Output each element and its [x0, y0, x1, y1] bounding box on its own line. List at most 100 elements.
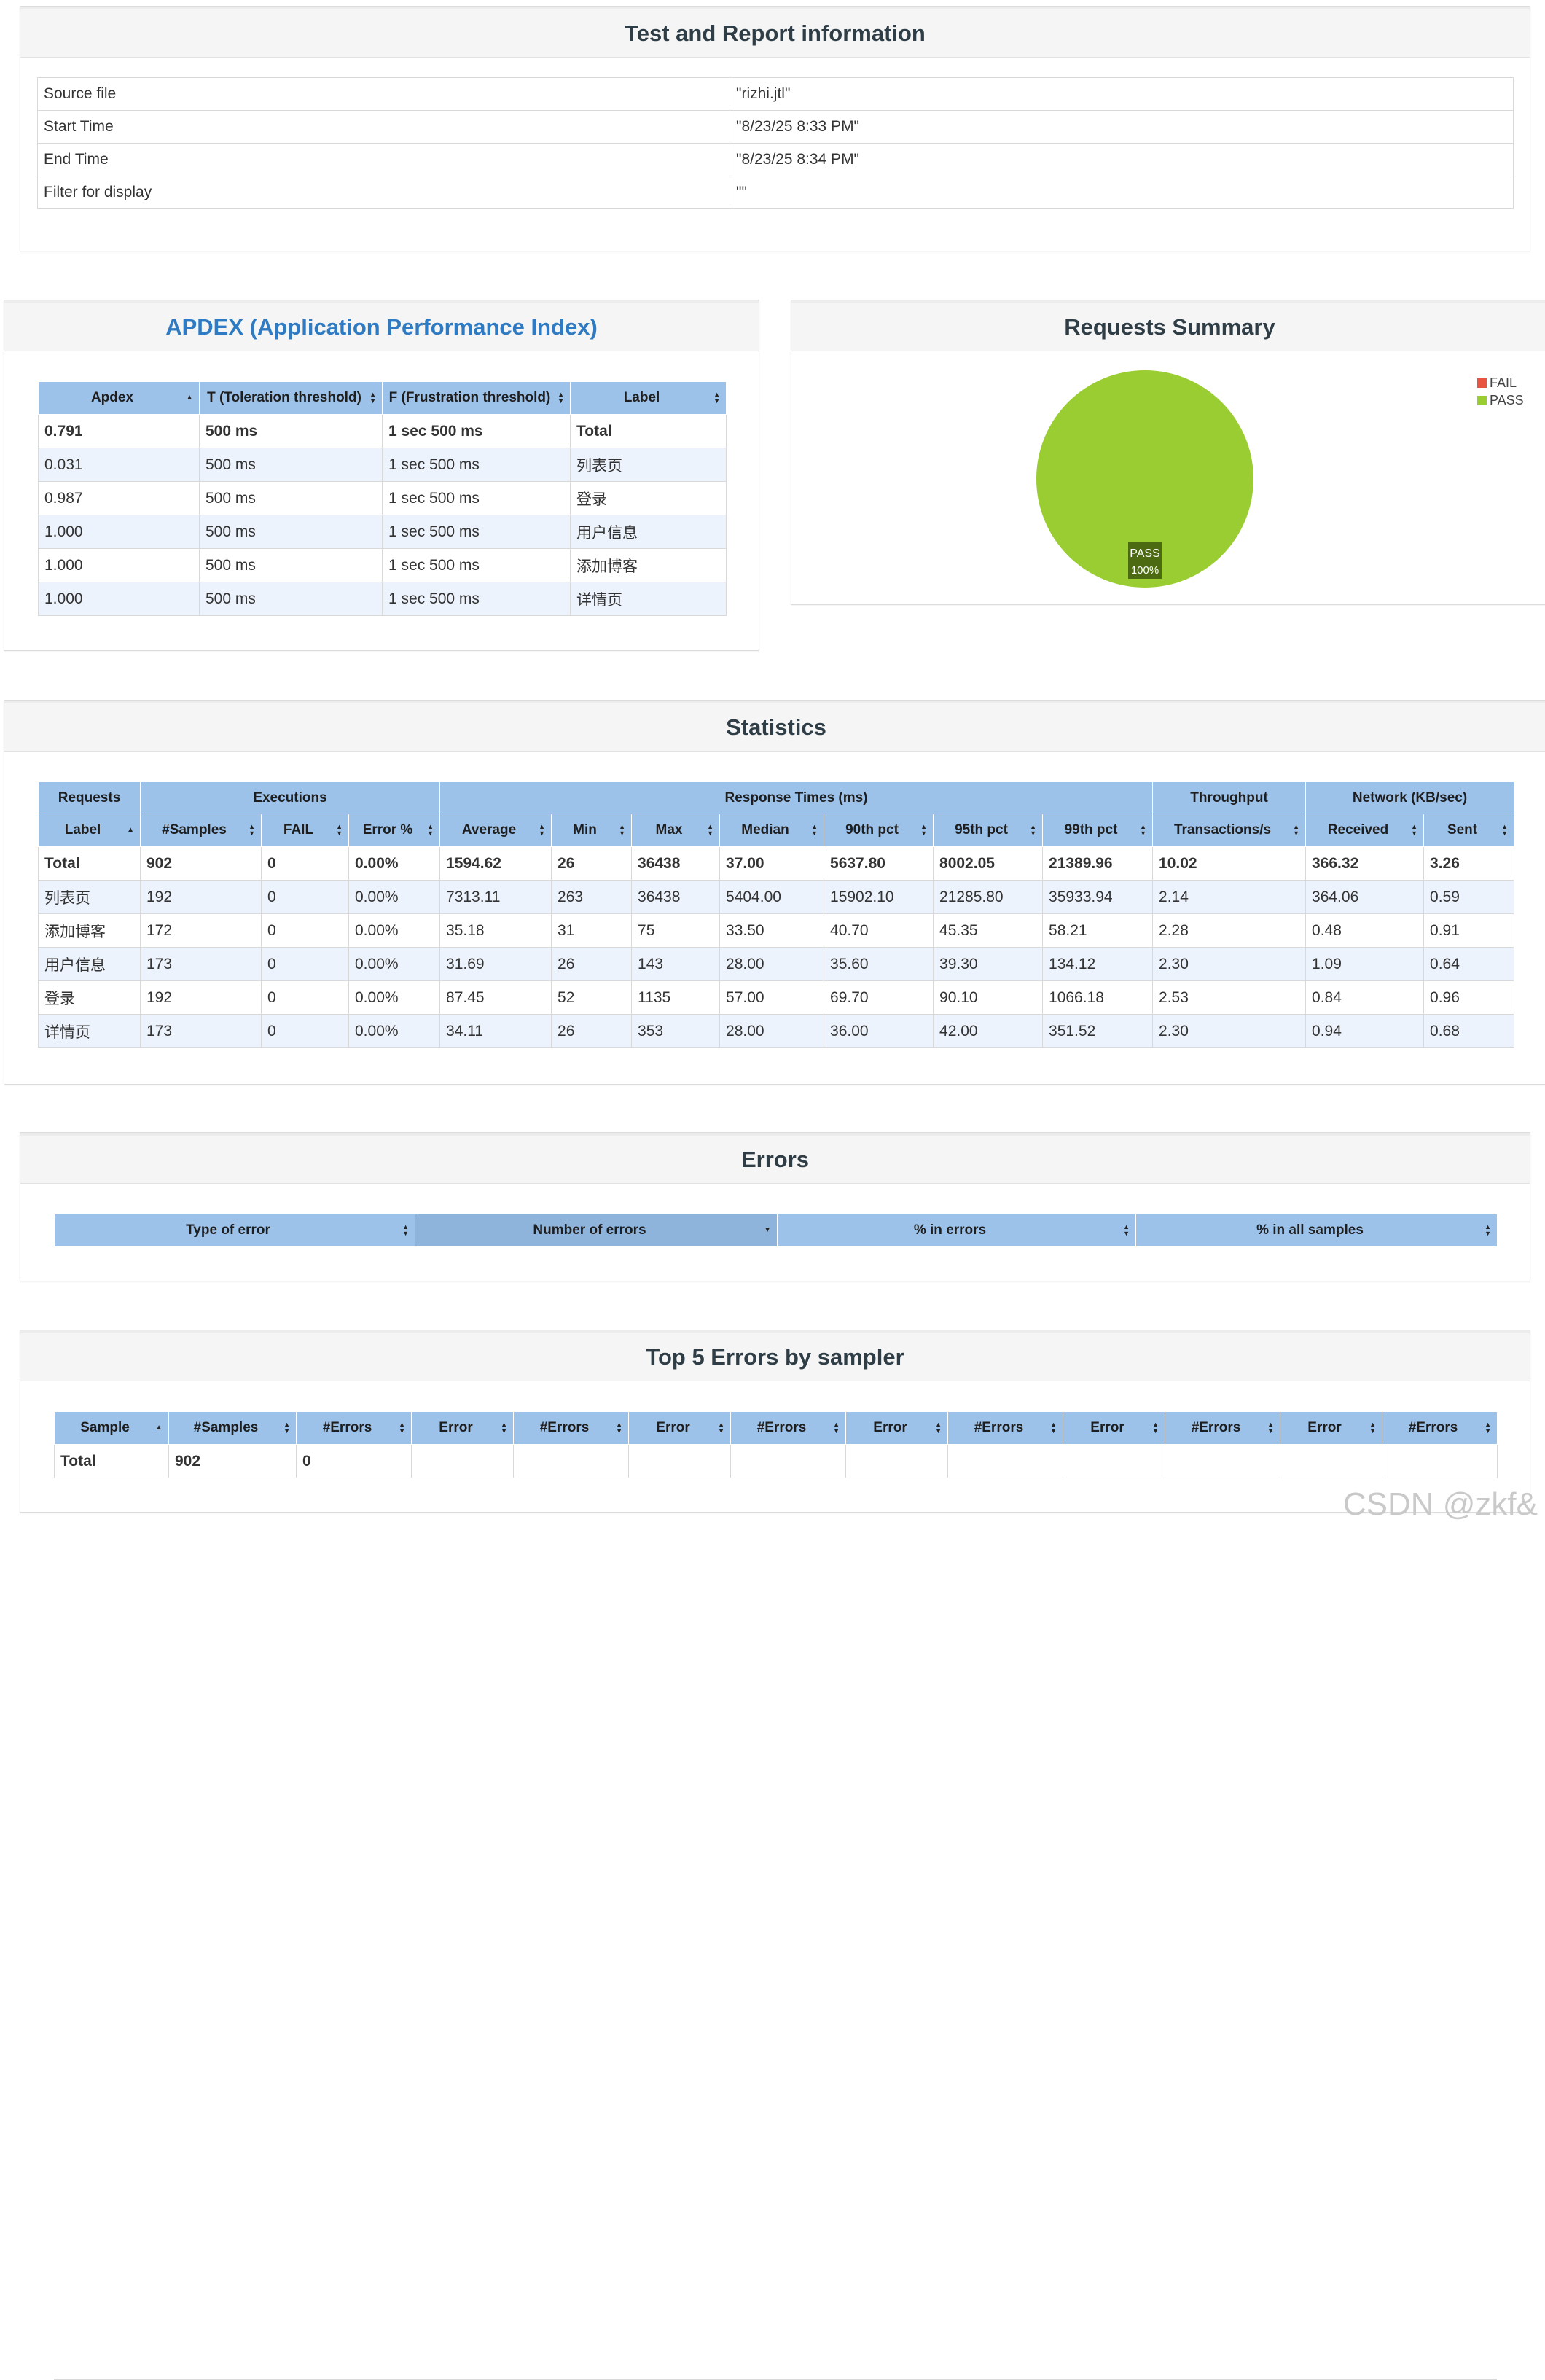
stats-cell: 2.30 [1152, 947, 1307, 981]
stats-header-11[interactable]: Transactions/s ▲ ▼ [1152, 814, 1307, 847]
pie-slice-pass[interactable] [1036, 370, 1253, 588]
stats-cell: Total [38, 846, 141, 881]
top5-cell [1280, 1444, 1382, 1478]
apdex-cell: 500 ms [199, 481, 383, 515]
pie-slice-label-box [1128, 542, 1162, 579]
sort-both-icon: ▲ ▼ [707, 823, 714, 837]
apdex-cell: 1.000 [38, 515, 200, 549]
sort-both-icon: ▲ ▼ [1411, 823, 1418, 837]
errors-header-0-label: Type of error [186, 1222, 270, 1238]
stats-cell: 2.28 [1152, 913, 1307, 948]
stats-header-4[interactable]: Average ▲ ▼ [439, 814, 552, 847]
stats-header-3[interactable]: Error % ▲ ▼ [348, 814, 441, 847]
stats-cell: 34.11 [439, 1014, 552, 1048]
stats-cell: 2.30 [1152, 1014, 1307, 1048]
sort-both-icon: ▲ ▼ [1293, 823, 1300, 837]
info-value: "8/23/25 8:33 PM" [730, 110, 1514, 144]
stats-header-2[interactable]: FAIL ▲ ▼ [261, 814, 349, 847]
top5-header-1[interactable]: #Samples ▲ ▼ [168, 1411, 297, 1445]
stats-row: 用户信息 173 0 0.00% 31.69 26 143 28.00 35.60 39.30 13… [38, 947, 1515, 981]
top5-header-8-label: #Errors [974, 1420, 1024, 1435]
errors-header-0[interactable]: Type of error ▲ ▼ [54, 1214, 415, 1247]
sort-both-icon: ▲ ▼ [501, 1421, 507, 1435]
report-info-table: Source file "rizhi.jtl" Start Time "8/23/25… [37, 77, 1514, 209]
stats-cell: 75 [631, 913, 721, 948]
stats-cell: 364.06 [1305, 880, 1425, 914]
top5-header-6[interactable]: #Errors ▲ ▼ [730, 1411, 846, 1445]
stats-header-10[interactable]: 99th pct ▲ ▼ [1042, 814, 1154, 847]
apdex-header-0[interactable]: Apdex ▲ [38, 381, 200, 415]
stats-header-5-label: Min [573, 822, 597, 838]
top5-header-10[interactable]: #Errors ▲ ▼ [1165, 1411, 1280, 1445]
top5-header-8[interactable]: #Errors ▲ ▼ [947, 1411, 1063, 1445]
stats-cell: 0.94 [1305, 1014, 1425, 1048]
top5-header-9[interactable]: Error ▲ ▼ [1063, 1411, 1165, 1445]
stats-cell: 90.10 [933, 980, 1044, 1015]
stats-cell: 0.48 [1305, 913, 1425, 948]
stats-cell: 0 [261, 880, 349, 914]
stats-header-0[interactable]: Label ▲ [38, 814, 141, 847]
stats-header-8[interactable]: 90th pct ▲ ▼ [824, 814, 934, 847]
top5-header-12[interactable]: #Errors ▲ ▼ [1382, 1411, 1498, 1445]
legend-item-fail[interactable]: FAIL [1477, 374, 1524, 391]
stats-header-7[interactable]: Median ▲ ▼ [719, 814, 825, 847]
top5-header-7[interactable]: Error ▲ ▼ [845, 1411, 948, 1445]
stats-header-6[interactable]: Max ▲ ▼ [631, 814, 721, 847]
top5-errors-table: Sample ▲ #Samples ▲ ▼ #Errors ▲ ▼ Error ▲ ▼ #Errors… [54, 1411, 1498, 1478]
stats-cell: 173 [140, 1014, 262, 1048]
errors-header-3[interactable]: % in all samples ▲ ▼ [1135, 1214, 1498, 1247]
top5-header-3[interactable]: Error ▲ ▼ [411, 1411, 514, 1445]
stats-group-3: Throughput [1152, 781, 1307, 814]
top5-header-10-label: #Errors [1191, 1420, 1241, 1435]
top5-errors-title: Top 5 Errors by sampler [20, 1330, 1530, 1381]
stats-cell: 0 [261, 947, 349, 981]
stats-cell: 39.30 [933, 947, 1044, 981]
stats-header-1[interactable]: #Samples ▲ ▼ [140, 814, 262, 847]
stats-header-5[interactable]: Min ▲ ▼ [551, 814, 633, 847]
apdex-header-3-label: Label [623, 390, 660, 405]
apdex-cell: 500 ms [199, 582, 383, 616]
apdex-cell: 500 ms [199, 414, 383, 448]
stats-cell: 1.09 [1305, 947, 1425, 981]
top5-cell [1382, 1444, 1498, 1478]
apdex-header-1[interactable]: T (Toleration threshold) ▲ ▼ [199, 381, 383, 415]
top5-row: Total 902 0 [54, 1444, 1498, 1478]
top5-cell [1063, 1444, 1165, 1478]
sort-descending-icon: ▼ [764, 1226, 771, 1234]
report-info-panel: Test and Report information Source file "… [20, 6, 1530, 251]
stats-header-3-label: Error % [362, 822, 413, 838]
apdex-header-3[interactable]: Label ▲ ▼ [570, 381, 727, 415]
stats-cell: 1066.18 [1042, 980, 1154, 1015]
errors-header-1-label: Number of errors [533, 1222, 646, 1238]
stats-header-12[interactable]: Received ▲ ▼ [1305, 814, 1425, 847]
stats-cell: 57.00 [719, 980, 825, 1015]
apdex-cell: 1 sec 500 ms [382, 548, 571, 582]
errors-header-1[interactable]: Number of errors ▼ [415, 1214, 778, 1247]
apdex-cell: 用户信息 [570, 515, 727, 549]
stats-header-13[interactable]: Sent ▲ ▼ [1423, 814, 1515, 847]
info-value: "rizhi.jtl" [730, 77, 1514, 111]
top5-header-11[interactable]: Error ▲ ▼ [1280, 1411, 1382, 1445]
sort-both-icon: ▲ ▼ [920, 823, 928, 837]
apdex-row: 0.791 500 ms 1 sec 500 ms Total [38, 414, 727, 448]
sort-both-icon: ▲ ▼ [399, 1421, 405, 1435]
apdex-header-2[interactable]: F (Frustration threshold) ▲ ▼ [382, 381, 571, 415]
top5-header-4[interactable]: #Errors ▲ ▼ [513, 1411, 629, 1445]
apdex-table: Apdex ▲ T (Toleration threshold) ▲ ▼ F (Frust… [38, 381, 727, 616]
stats-cell: 69.70 [824, 980, 934, 1015]
stats-cell: 0.84 [1305, 980, 1425, 1015]
top5-header-5[interactable]: Error ▲ ▼ [628, 1411, 731, 1445]
stats-cell: 添加博客 [38, 913, 141, 948]
statistics-table: Requests Executions Response Times (ms) Thr… [38, 781, 1515, 1048]
errors-header-2[interactable]: % in errors ▲ ▼ [777, 1214, 1136, 1247]
stats-cell: 172 [140, 913, 262, 948]
stats-cell: 26 [551, 846, 633, 881]
legend-item-pass[interactable]: PASS [1477, 391, 1524, 409]
stats-header-9[interactable]: 95th pct ▲ ▼ [933, 814, 1044, 847]
stats-cell: 58.21 [1042, 913, 1154, 948]
stats-cell: 192 [140, 980, 262, 1015]
top5-header-0[interactable]: Sample ▲ [54, 1411, 169, 1445]
top5-header-2[interactable]: #Errors ▲ ▼ [296, 1411, 412, 1445]
stats-cell: 1594.62 [439, 846, 552, 881]
legend-swatch-pass [1477, 395, 1487, 405]
